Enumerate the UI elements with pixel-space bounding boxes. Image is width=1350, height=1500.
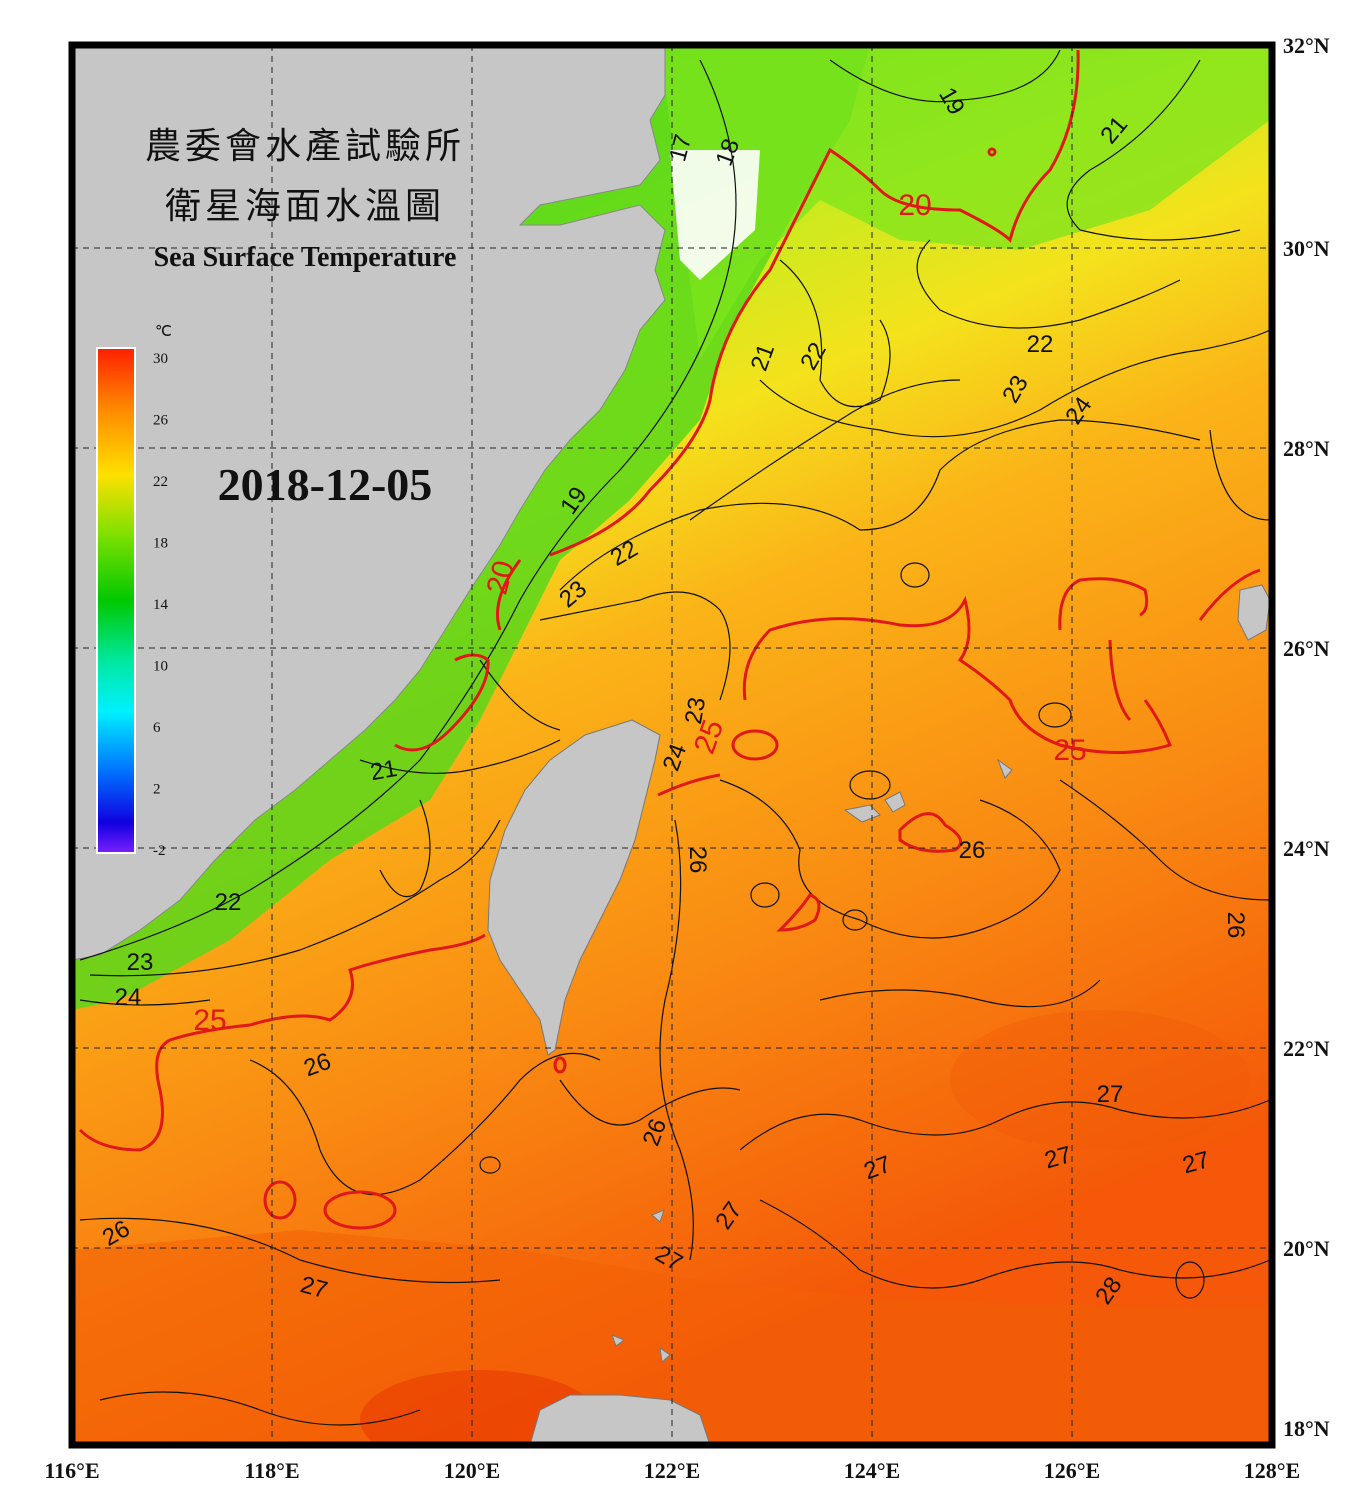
isotherm-label: 26: [684, 847, 711, 874]
island: [996, 758, 1013, 779]
isotherm-label: 22: [1027, 331, 1054, 358]
isotherms-black: [79, 49, 1271, 1426]
island: [1237, 584, 1271, 641]
title-line-1: 農委會水產試驗所: [145, 126, 465, 167]
longitude-labels: 116°E 118°E 120°E 122°E 124°E 126°E 128°E: [44, 1458, 1300, 1483]
colorbar-tick: 18: [153, 536, 168, 552]
taiwan: [487, 719, 661, 1056]
colorbar-tick: 2: [153, 782, 161, 798]
lat-label: 32°N: [1283, 33, 1330, 58]
lat-label: 26°N: [1283, 636, 1330, 661]
isotherm-label-red: 20: [898, 189, 931, 222]
mainland-china: [72, 45, 666, 961]
colorbar-tick: 30: [153, 351, 168, 367]
lat-label: 20°N: [1283, 1236, 1330, 1261]
colorbar-ramp: [96, 347, 136, 854]
lon-label: 126°E: [1044, 1458, 1100, 1483]
lon-label: 128°E: [1244, 1458, 1300, 1483]
lat-label: 24°N: [1283, 836, 1330, 861]
colorbar-tick: -2: [153, 843, 166, 859]
colorbar-unit: ℃: [155, 324, 172, 340]
lat-label: 28°N: [1283, 436, 1330, 461]
isotherm-label: 27: [1097, 1081, 1124, 1108]
isotherm-label-red: 25: [1053, 734, 1086, 767]
isotherm-label: 21: [368, 755, 399, 786]
luzon-tip: [529, 1394, 711, 1445]
lat-label: 22°N: [1283, 1036, 1330, 1061]
title-line-2: 衛星海面水溫圖: [165, 186, 445, 227]
island: [659, 1346, 671, 1363]
isotherm-label: 22: [215, 889, 242, 916]
latitude-labels: 32°N 30°N 28°N 26°N 24°N 22°N 20°N 18°N: [1283, 33, 1330, 1441]
warm-patch: [950, 1010, 1250, 1150]
island: [884, 791, 906, 813]
colorbar-tick: 26: [153, 413, 169, 429]
isotherm-label: 23: [127, 949, 154, 976]
lat-label: 18°N: [1283, 1416, 1330, 1441]
isotherm-label: 24: [115, 984, 142, 1011]
isotherm-label: 26: [1222, 912, 1249, 939]
lon-label: 124°E: [844, 1458, 900, 1483]
colorbar: ℃ 30 26 22 18 14 10 6 2 -2: [96, 324, 172, 859]
grid-lines: [72, 45, 1272, 1445]
colorbar-tick: 22: [153, 474, 168, 490]
map-frame: [68, 41, 1276, 1449]
colorbar-tick: 6: [153, 720, 161, 736]
date-label: 2018-12-05: [218, 459, 433, 510]
lon-label: 122°E: [644, 1458, 700, 1483]
north-cool-water: [660, 45, 1270, 360]
colorbar-tick: 10: [153, 659, 168, 675]
lat-label: 30°N: [1283, 236, 1330, 261]
lon-label: 116°E: [44, 1458, 99, 1483]
lon-label: 120°E: [444, 1458, 500, 1483]
lon-label: 118°E: [244, 1458, 299, 1483]
colorbar-tick: 14: [153, 597, 169, 613]
isotherms-red: [78, 49, 1261, 1230]
island: [843, 804, 881, 823]
south-warm-water: [72, 1230, 1270, 1445]
island: [651, 1209, 665, 1223]
isotherm-label: 26: [959, 837, 986, 864]
colorbar-ticks: 30 26 22 18 14 10 6 2 -2: [153, 351, 169, 859]
island: [611, 1334, 625, 1347]
isotherm-label-red: 25: [193, 1004, 226, 1037]
isotherm-label: 23: [680, 695, 711, 726]
title-line-3: Sea Surface Temperature: [154, 242, 457, 273]
